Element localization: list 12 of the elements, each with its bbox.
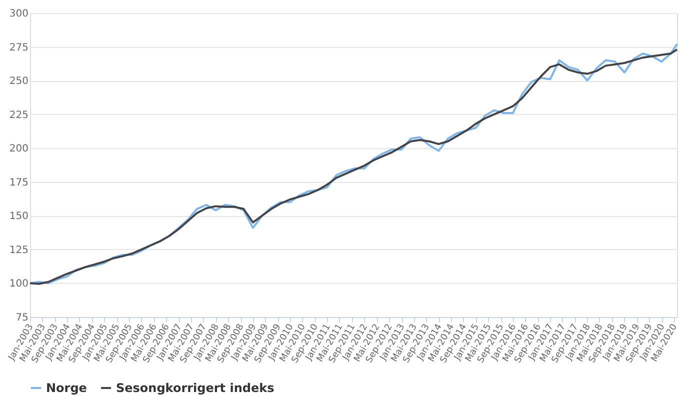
y-tick-label: 225 xyxy=(9,110,28,121)
y-tick-label: 100 xyxy=(9,278,28,290)
y-tick-label: 200 xyxy=(9,144,28,155)
y-tick-label: 250 xyxy=(9,76,28,88)
legend-label: Norge xyxy=(46,381,87,395)
legend-label: Sesongkorrigert indeks xyxy=(116,381,274,395)
y-tick-label: 300 xyxy=(9,8,28,20)
y-tick-label: 150 xyxy=(9,211,28,222)
y-tick-label: 275 xyxy=(9,42,28,54)
y-tick-label: 175 xyxy=(9,177,28,188)
y-tick-label: 75 xyxy=(16,312,28,324)
y-tick-label: 125 xyxy=(9,244,28,256)
